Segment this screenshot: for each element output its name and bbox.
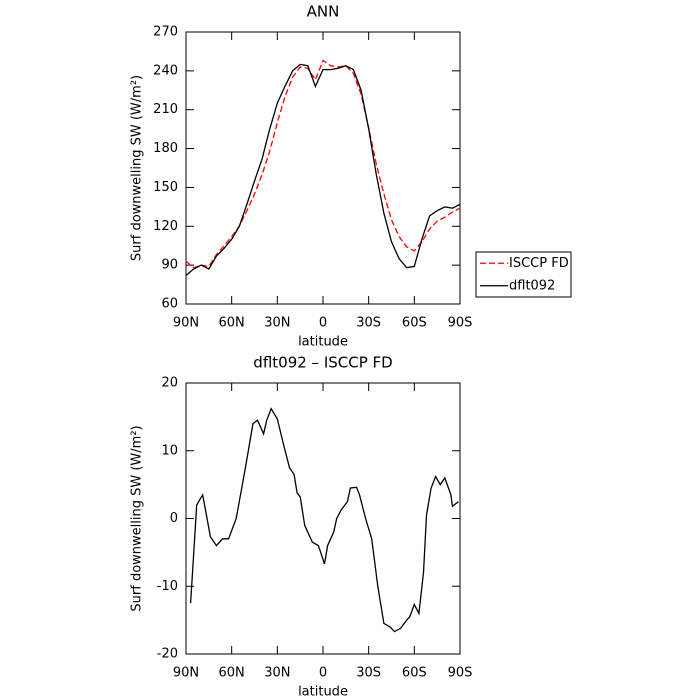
legend-box xyxy=(475,251,572,298)
chart-title: ANN xyxy=(307,3,340,21)
y-tick-label: 60 xyxy=(161,297,178,312)
y-tick-label: 10 xyxy=(161,443,178,458)
y-tick-label: 210 xyxy=(153,102,178,117)
y-tick-label: 270 xyxy=(153,25,178,40)
y-tick-label: -20 xyxy=(157,647,178,662)
y-tick-label: 150 xyxy=(153,180,178,195)
x-tick-label: 90N xyxy=(173,666,199,681)
x-tick-label: 30S xyxy=(356,316,381,331)
plot-frame xyxy=(185,31,461,305)
y-axis-label: Surf downwelling SW (W/m²) xyxy=(130,425,145,611)
data-line xyxy=(185,63,461,276)
x-tick-label: 60N xyxy=(219,666,245,681)
x-tick-label: 90S xyxy=(448,666,473,681)
x-tick-label: 60S xyxy=(402,666,427,681)
y-tick-label: 0 xyxy=(170,511,178,526)
y-tick-label: 20 xyxy=(161,376,178,391)
x-tick-label: 90N xyxy=(173,316,199,331)
y-tick-label: 180 xyxy=(153,141,178,156)
data-line xyxy=(185,59,461,269)
x-tick-label: 60N xyxy=(219,316,245,331)
x-tick-label: 0 xyxy=(319,666,327,681)
x-tick-label: 60S xyxy=(402,316,427,331)
y-axis-label: Surf downwelling SW (W/m²) xyxy=(130,75,145,261)
y-tick-label: 240 xyxy=(153,63,178,78)
y-tick-label: 120 xyxy=(153,219,178,234)
y-tick-label: -10 xyxy=(157,579,178,594)
chart-title: dflt092 – ISCCP FD xyxy=(253,354,392,372)
x-tick-label: 0 xyxy=(319,316,327,331)
data-line xyxy=(189,407,459,633)
x-tick-label: 30N xyxy=(264,316,290,331)
legend-label: ISCCP FD xyxy=(509,256,569,271)
x-axis-label: latitude xyxy=(298,685,348,700)
x-tick-label: 90S xyxy=(448,316,473,331)
x-tick-label: 30S xyxy=(356,666,381,681)
x-axis-label: latitude xyxy=(298,335,348,350)
y-tick-label: 90 xyxy=(161,258,178,273)
x-tick-label: 30N xyxy=(264,666,290,681)
legend-label: dflt092 xyxy=(509,278,555,293)
